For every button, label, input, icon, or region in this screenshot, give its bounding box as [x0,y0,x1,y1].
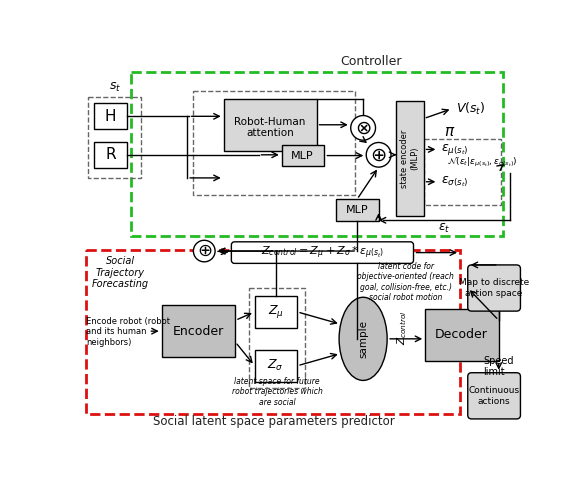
FancyBboxPatch shape [425,309,499,361]
FancyBboxPatch shape [255,349,297,382]
Text: $Z_\sigma$: $Z_\sigma$ [267,358,284,373]
Text: Speed
limit: Speed limit [483,356,514,377]
Text: $\epsilon_{\sigma(s_t)}$: $\epsilon_{\sigma(s_t)}$ [441,175,469,189]
FancyBboxPatch shape [397,101,423,216]
Circle shape [366,142,391,167]
Circle shape [351,116,375,140]
Text: Controller: Controller [340,55,401,68]
Text: state encoder
(MLP): state encoder (MLP) [400,129,419,188]
Text: Decoder: Decoder [435,328,488,342]
Text: MLP: MLP [346,205,368,215]
Text: Continuous
actions: Continuous actions [469,386,520,406]
Text: $\epsilon_t$: $\epsilon_t$ [438,222,451,235]
Text: latent space for future
robot trajectories which
are social: latent space for future robot trajectori… [231,377,322,407]
FancyBboxPatch shape [467,265,520,311]
Text: MLP: MLP [291,151,314,161]
FancyBboxPatch shape [282,145,324,166]
Text: $Z_{control}$: $Z_{control}$ [395,311,409,346]
FancyBboxPatch shape [94,142,127,168]
Text: $Z_{control} = Z_\mu + Z_\sigma * \epsilon_{\mu(s_t)}$: $Z_{control} = Z_\mu + Z_\sigma * \epsil… [260,244,383,261]
Text: sample: sample [358,320,368,358]
Text: $\epsilon_{\mu(s_t)}$: $\epsilon_{\mu(s_t)}$ [441,142,469,157]
Text: R: R [105,147,116,163]
Text: Social
Trajectory
Forecasting: Social Trajectory Forecasting [92,256,149,289]
Text: $V(s_t)$: $V(s_t)$ [456,101,485,117]
FancyBboxPatch shape [94,103,127,129]
Text: H: H [105,109,116,124]
Text: $s_t$: $s_t$ [109,81,121,94]
FancyBboxPatch shape [255,296,297,328]
Text: Encode robot (robot
and its human
neighbors): Encode robot (robot and its human neighb… [86,317,171,347]
Text: $\otimes$: $\otimes$ [355,119,371,137]
Text: $\oplus$: $\oplus$ [371,145,387,164]
FancyBboxPatch shape [224,99,317,151]
Text: Map to discrete
action space: Map to discrete action space [459,278,529,298]
FancyBboxPatch shape [467,373,520,419]
Text: $\pi$: $\pi$ [444,124,456,139]
FancyBboxPatch shape [336,200,379,221]
Text: latent code for
objective-oriented (reach
goal, collision-free, etc.)
social rob: latent code for objective-oriented (reac… [357,262,454,302]
FancyBboxPatch shape [162,305,235,357]
Text: $Z_\mu$: $Z_\mu$ [267,304,284,321]
Text: attention: attention [246,128,294,138]
Ellipse shape [339,297,387,381]
Circle shape [193,240,215,262]
Text: $\mathcal{N}(\epsilon_t|\epsilon_{\mu(s_t)},\epsilon_{\sigma(s_t)})$: $\mathcal{N}(\epsilon_t|\epsilon_{\mu(s_… [447,156,517,169]
Text: Social latent space parameters predictor: Social latent space parameters predictor [153,415,395,428]
FancyBboxPatch shape [231,242,414,264]
Text: Encoder: Encoder [172,325,224,338]
Text: $\oplus$: $\oplus$ [197,242,212,260]
Text: Robot-Human: Robot-Human [234,117,306,127]
